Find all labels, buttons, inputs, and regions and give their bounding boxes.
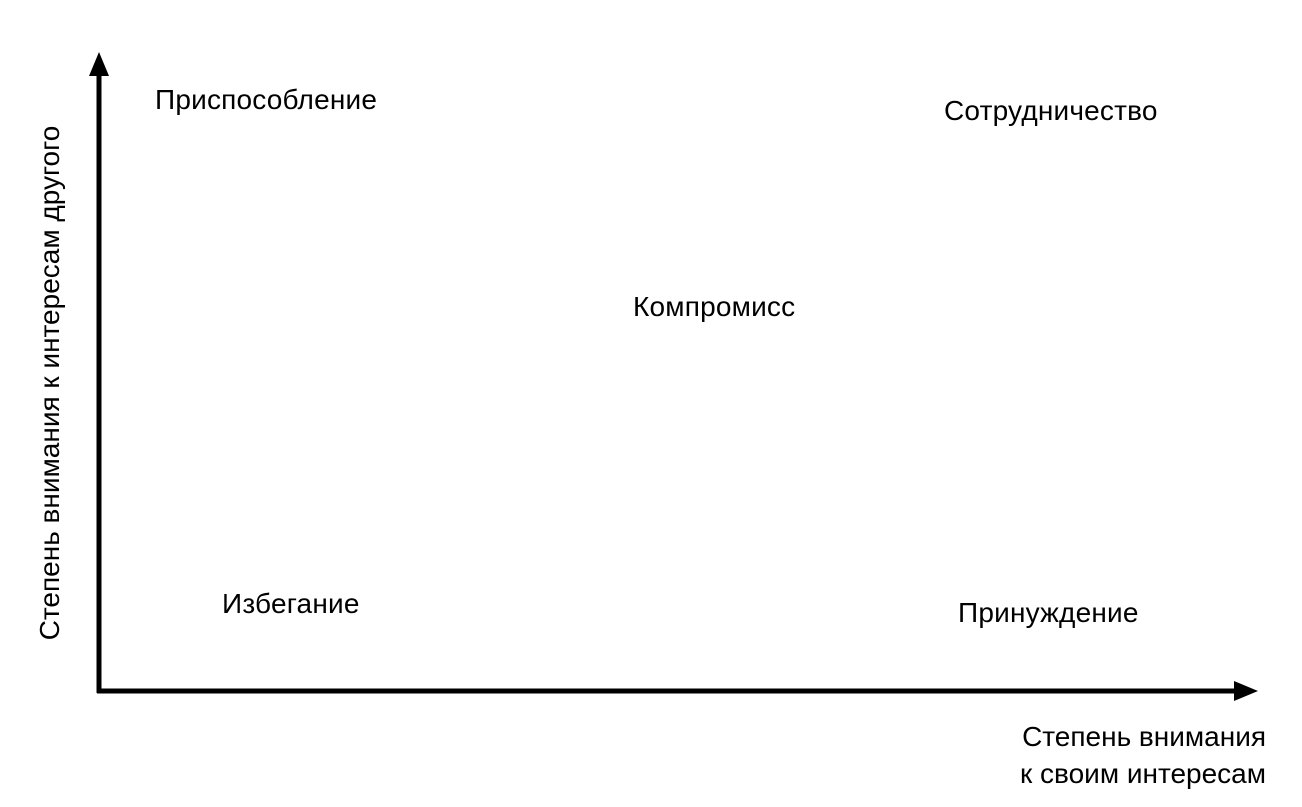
x-axis-title: Степень внимания к своим интересам <box>1020 718 1266 792</box>
avoidance-label: Избегание <box>222 588 360 619</box>
x-axis-arrowhead <box>1234 681 1258 701</box>
collaboration-label: Сотрудничество <box>944 95 1158 126</box>
compromise-label: Компромисс <box>633 291 796 322</box>
competition-label: Принуждение <box>958 597 1139 628</box>
y-axis-arrowhead <box>89 52 109 76</box>
y-axis-title: Степень внимания к интересам другого <box>34 125 65 641</box>
x-axis-title-line1: Степень внимания <box>1022 721 1266 752</box>
x-axis-title-line2: к своим интересам <box>1020 758 1266 789</box>
accommodation-label: Приспособление <box>155 84 378 115</box>
